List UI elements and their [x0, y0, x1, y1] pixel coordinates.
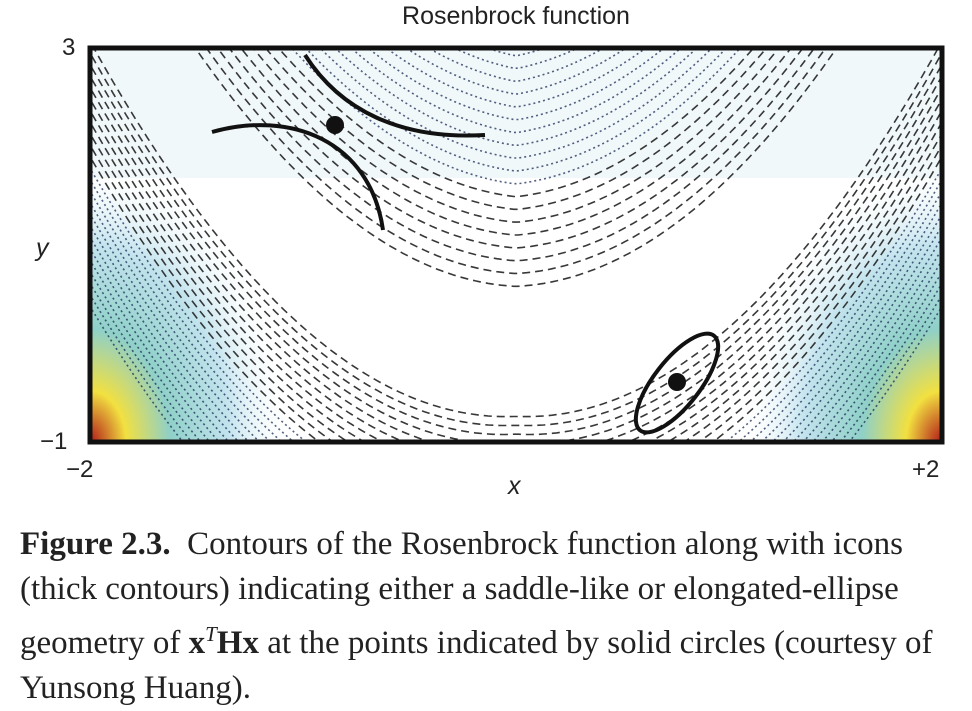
saddle-contour-upper — [303, 53, 486, 138]
saddle-contour-lower — [211, 123, 385, 231]
contour-line — [90, 224, 942, 442]
x-tick-min: −2 — [66, 456, 94, 483]
x-tick-max: +2 — [912, 456, 940, 483]
contour-line — [90, 131, 942, 442]
contour-line — [277, 48, 755, 198]
contour-line — [79, 0, 948, 17]
contour-line — [90, 74, 942, 442]
contour-line — [90, 143, 942, 442]
heat-top — [90, 48, 942, 178]
caption-text-after: at the points indicated by solid circles… — [20, 625, 933, 706]
contour-line — [264, 48, 768, 211]
saddle-point-marker — [326, 116, 344, 134]
contour-line — [194, 48, 838, 288]
contour-line — [90, 85, 942, 442]
ellipse-contour — [633, 331, 721, 435]
contour-line — [90, 51, 942, 427]
contour-line — [79, 0, 948, 43]
contour-line — [252, 48, 781, 223]
math-x: x — [188, 625, 206, 661]
contour-lines — [79, 0, 948, 442]
contour-line — [90, 120, 942, 442]
ellipse-point-marker — [668, 373, 686, 391]
contour-line — [90, 166, 942, 442]
math-sup: T — [205, 622, 217, 646]
contour-line — [205, 48, 827, 275]
plot-frame — [87, 45, 945, 445]
y-tick-min: −1 — [40, 428, 68, 455]
contour-line — [90, 189, 942, 442]
contour-line — [90, 97, 942, 442]
caption-text-before: Contours of the Rosenbrock function alon… — [20, 526, 903, 661]
contour-line — [484, 48, 548, 57]
contour-plot — [79, 0, 948, 445]
contour-line — [90, 201, 942, 442]
contour-line — [216, 48, 816, 262]
contour-line — [79, 0, 948, 30]
contour-line — [92, 48, 940, 418]
math-hx: Hx — [216, 625, 259, 661]
heat-right — [742, 160, 942, 442]
y-tick-max: 3 — [62, 34, 76, 61]
contour-line — [384, 48, 648, 108]
y-axis-label: y — [36, 234, 49, 262]
contour-line — [90, 154, 942, 442]
heat-left — [90, 160, 290, 442]
figure-title: Rosenbrock function — [402, 2, 630, 30]
caption-label: Figure 2.3. — [20, 526, 171, 562]
x-axis-label: x — [508, 472, 521, 500]
contour-line — [426, 48, 606, 82]
contour-line — [90, 108, 942, 442]
contour-line — [90, 62, 942, 436]
figure-caption: Figure 2.3. Contours of the Rosenbrock f… — [20, 522, 960, 711]
